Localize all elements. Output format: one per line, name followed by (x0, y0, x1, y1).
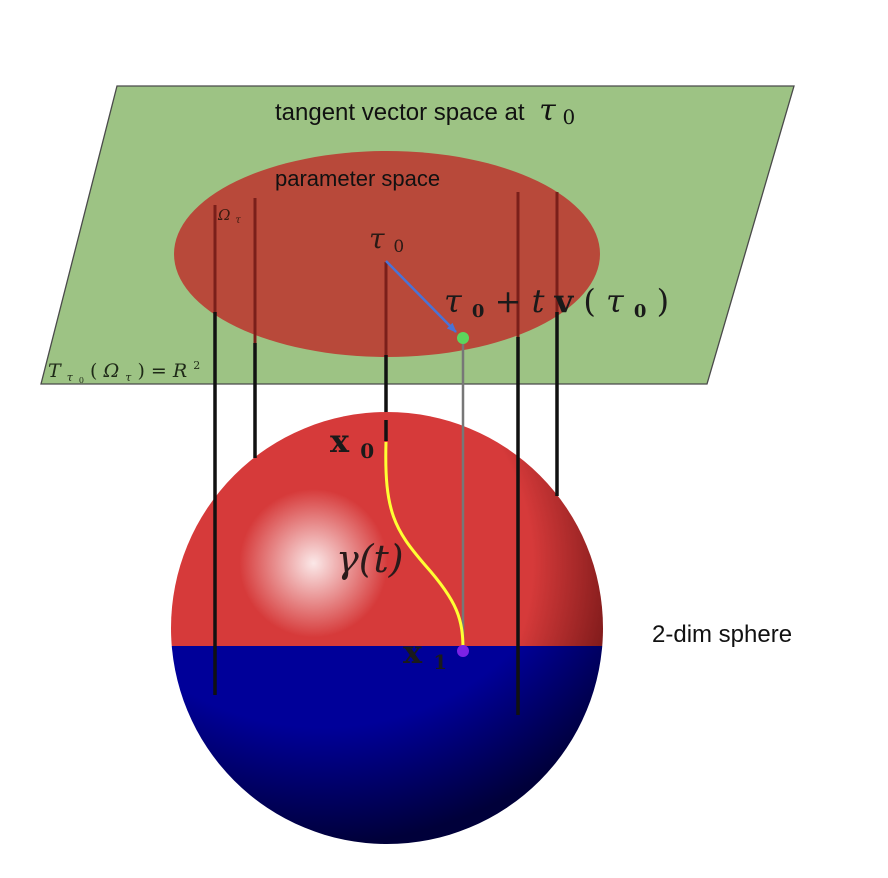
gamma-label: γ(t) (336, 537, 404, 581)
tangent-arrow (385, 260, 457, 333)
x0-sub: 0 (360, 439, 374, 463)
x1-point (457, 645, 469, 657)
tangent-space-title: tangent vector space at τ 0 (275, 93, 575, 129)
tangent-title-symbol: τ (539, 93, 556, 128)
tau0-symbol: τ (369, 222, 385, 255)
plane-omega-sub: τ (125, 371, 132, 384)
step-vector: v (554, 282, 575, 320)
step-paren-open: ( (583, 282, 595, 320)
step-arg-sub: 0 (634, 301, 647, 322)
plane-omega: Ω (102, 360, 119, 382)
plane-T-sub-tau: τ (67, 371, 74, 384)
plane-R-sup: 2 (193, 359, 200, 372)
step-prefix-sub: 0 (472, 301, 485, 322)
omega-sub: τ (235, 215, 241, 226)
plane-R: R (172, 360, 187, 382)
parameter-space-label: parameter space (275, 166, 440, 191)
x1-label: x 1 (403, 633, 447, 674)
geodesic-curve (384, 441, 465, 651)
tangent-title-sub: 0 (562, 105, 575, 129)
x0-label: x 0 (330, 422, 374, 463)
step-point (457, 332, 469, 344)
x1-symbol: x (403, 633, 423, 671)
step-arg: τ (606, 282, 625, 320)
x0-symbol: x (330, 422, 350, 460)
step-paren-close: ) (657, 282, 669, 320)
step-label: τ 0 + t v ( τ 0 ) (444, 282, 669, 325)
tau0-label: τ 0 (369, 222, 404, 257)
plane-T: T (48, 360, 62, 382)
sphere (171, 412, 603, 844)
tau0-sub: 0 (393, 237, 404, 257)
step-middle: + t (495, 282, 545, 320)
step-prefix: τ (444, 282, 463, 320)
sphere-red-part (171, 412, 603, 646)
plane-label: T τ 0 ( Ω τ ) = R 2 (48, 359, 200, 388)
plane-close: ) = (137, 360, 172, 382)
sphere-label: 2-dim sphere (652, 621, 792, 648)
plane-T-sub-zero: 0 (79, 376, 84, 385)
plane-open: ( (90, 360, 97, 382)
tangent-title-text: tangent vector space at (275, 99, 531, 126)
x1-sub: 1 (433, 650, 447, 674)
omega-symbol: Ω (217, 206, 230, 224)
omega-label: Ω τ (217, 206, 241, 226)
sphere-blue-part (171, 646, 603, 844)
parameter-space-ellipse (174, 151, 600, 357)
